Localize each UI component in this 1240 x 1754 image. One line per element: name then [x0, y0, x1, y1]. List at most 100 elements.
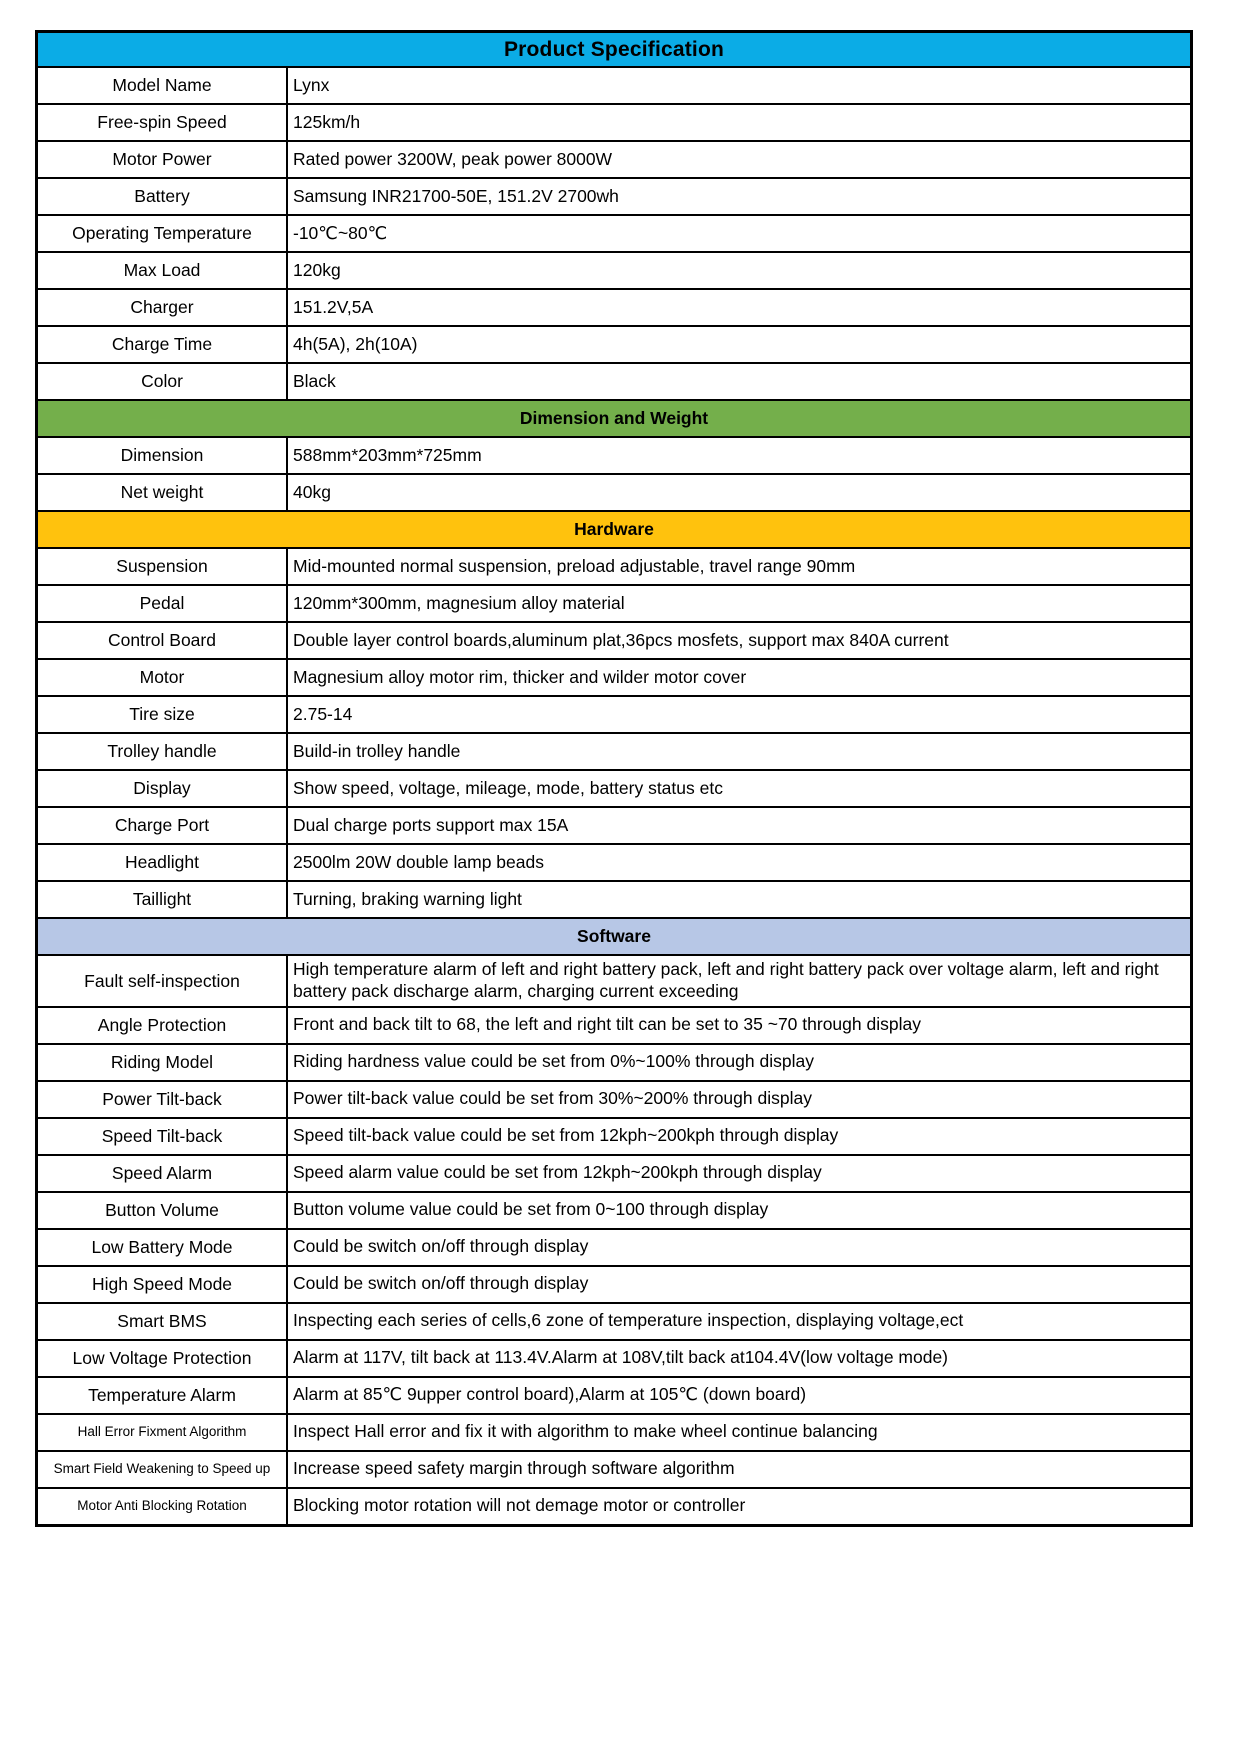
spec-row: Smart BMS Inspecting each series of cells…: [38, 1301, 1190, 1339]
spec-label: Charge Time: [38, 327, 288, 362]
spec-label: Suspension: [38, 549, 288, 584]
spec-row: Max Load 120kg: [38, 251, 1190, 288]
spec-value: 120mm*300mm, magnesium alloy material: [293, 592, 625, 613]
spec-label: Display: [38, 771, 288, 806]
spec-value: -10℃~80℃: [293, 222, 388, 243]
spec-value: Turning, braking warning light: [293, 888, 522, 909]
spec-row: Speed Tilt-back Speed tilt-back value cou…: [38, 1116, 1190, 1154]
spec-row: Smart Field Weakening to Speed up Increas…: [38, 1449, 1190, 1487]
spec-row: Low Battery Mode Could be switch on/off t…: [38, 1227, 1190, 1265]
spec-label: Control Board: [38, 623, 288, 658]
spec-label: Motor Anti Blocking Rotation: [38, 1488, 288, 1524]
spec-value: 4h(5A), 2h(10A): [293, 333, 418, 354]
spec-value: Could be switch on/off through display: [293, 1273, 589, 1294]
spec-value: Speed tilt-back value could be set from …: [293, 1125, 839, 1146]
spec-label: Model Name: [38, 68, 288, 103]
spec-value: 125km/h: [293, 111, 361, 132]
spec-row: Headlight 2500lm 20W double lamp beads: [38, 843, 1190, 880]
spec-row: Button Volume Button volume value could b…: [38, 1190, 1190, 1228]
spec-value: Show speed, voltage, mileage, mode, batt…: [293, 777, 723, 798]
spec-value: Dual charge ports support max 15A: [293, 814, 569, 835]
spec-row: Charge Time 4h(5A), 2h(10A): [38, 325, 1190, 362]
spec-value: Rated power 3200W, peak power 8000W: [293, 148, 613, 169]
spec-label: Fault self-inspection: [38, 956, 288, 1006]
spec-value: Button volume value could be set from 0~…: [293, 1199, 769, 1220]
spec-row: Hall Error Fixment Algorithm Inspect Hall…: [38, 1412, 1190, 1450]
spec-row: Motor Power Rated power 3200W, peak power…: [38, 140, 1190, 177]
spec-label: Smart Field Weakening to Speed up: [38, 1451, 288, 1487]
spec-row: Trolley handle Build-in trolley handle: [38, 732, 1190, 769]
spec-label: High Speed Mode: [38, 1266, 288, 1302]
spec-row: Free-spin Speed 125km/h: [38, 103, 1190, 140]
spec-label: Headlight: [38, 845, 288, 880]
spec-value: Blocking motor rotation will not demage …: [293, 1495, 746, 1516]
spec-row: Power Tilt-back Power tilt-back value cou…: [38, 1079, 1190, 1117]
spec-value: Power tilt-back value could be set from …: [293, 1088, 812, 1109]
spec-row: Taillight Turning, braking warning light: [38, 880, 1190, 917]
spec-value: High temperature alarm of left and right…: [293, 959, 1159, 1001]
spec-row: Model Name Lynx: [38, 66, 1190, 103]
spec-label: Speed Alarm: [38, 1155, 288, 1191]
spec-label: Power Tilt-back: [38, 1081, 288, 1117]
spec-row: Charge Port Dual charge ports support max…: [38, 806, 1190, 843]
spec-label: Motor: [38, 660, 288, 695]
spec-value: Inspect Hall error and fix it with algor…: [293, 1421, 878, 1442]
spec-value: Front and back tilt to 68, the left and …: [293, 1014, 921, 1035]
spec-label: Tire size: [38, 697, 288, 732]
spec-row: Low Voltage Protection Alarm at 117V, til…: [38, 1338, 1190, 1376]
spec-label: Trolley handle: [38, 734, 288, 769]
spec-row: Motor Magnesium alloy motor rim, thicker …: [38, 658, 1190, 695]
spec-label: Riding Model: [38, 1044, 288, 1080]
spec-row: Tire size 2.75-14: [38, 695, 1190, 732]
spec-row: Display Show speed, voltage, mileage, mod…: [38, 769, 1190, 806]
spec-row: High Speed Mode Could be switch on/off th…: [38, 1264, 1190, 1302]
spec-value: Lynx: [293, 74, 330, 95]
section-header-hardware: Hardware: [38, 510, 1190, 547]
spec-label: Button Volume: [38, 1192, 288, 1228]
spec-row: Riding Model Riding hardness value could …: [38, 1042, 1190, 1080]
section-header-software: Software: [38, 917, 1190, 954]
spec-row: Charger 151.2V,5A: [38, 288, 1190, 325]
spec-value: 2500lm 20W double lamp beads: [293, 851, 544, 872]
spec-label: Smart BMS: [38, 1303, 288, 1339]
spec-value: 40kg: [293, 481, 331, 502]
spec-label: Color: [38, 364, 288, 399]
spec-value: 120kg: [293, 259, 341, 280]
spec-label: Dimension: [38, 438, 288, 473]
spec-label: Pedal: [38, 586, 288, 621]
spec-label: Max Load: [38, 253, 288, 288]
spec-label: Angle Protection: [38, 1007, 288, 1043]
spec-value: 2.75-14: [293, 703, 353, 724]
spec-row: Net weight 40kg: [38, 473, 1190, 510]
spec-label: Low Voltage Protection: [38, 1340, 288, 1376]
spec-row: Pedal 120mm*300mm, magnesium alloy materi…: [38, 584, 1190, 621]
spec-label: Taillight: [38, 882, 288, 917]
spec-label: Operating Temperature: [38, 216, 288, 251]
spec-row: Battery Samsung INR21700-50E, 151.2V 2700…: [38, 177, 1190, 214]
spec-label: Motor Power: [38, 142, 288, 177]
spec-label: Speed Tilt-back: [38, 1118, 288, 1154]
section-header-dimension-and-weight: Dimension and Weight: [38, 399, 1190, 436]
spec-row: Operating Temperature -10℃~80℃: [38, 214, 1190, 251]
spec-row: Temperature Alarm Alarm at 85℃ 9upper con…: [38, 1375, 1190, 1413]
spec-row: Suspension Mid-mounted normal suspension,…: [38, 547, 1190, 584]
spec-value: Inspecting each series of cells,6 zone o…: [293, 1310, 964, 1331]
spec-value: Speed alarm value could be set from 12kp…: [293, 1162, 822, 1183]
spec-row: Speed Alarm Speed alarm value could be se…: [38, 1153, 1190, 1191]
spec-value: Build-in trolley handle: [293, 740, 461, 761]
spec-label: Low Battery Mode: [38, 1229, 288, 1265]
spec-value: Alarm at 85℃ 9upper control board),Alarm…: [293, 1384, 807, 1405]
spec-value: Could be switch on/off through display: [293, 1236, 589, 1257]
spec-row: Dimension 588mm*203mm*725mm: [38, 436, 1190, 473]
spec-row: Angle Protection Front and back tilt to 6…: [38, 1005, 1190, 1043]
table-title: Product Specification: [38, 33, 1190, 66]
spec-value: Magnesium alloy motor rim, thicker and w…: [293, 666, 747, 687]
spec-row: Motor Anti Blocking Rotation Blocking mot…: [38, 1486, 1190, 1524]
spec-value: Samsung INR21700-50E, 151.2V 2700wh: [293, 185, 619, 206]
spec-label: Temperature Alarm: [38, 1377, 288, 1413]
spec-label: Hall Error Fixment Algorithm: [38, 1414, 288, 1450]
spec-value: 588mm*203mm*725mm: [293, 444, 482, 465]
spec-value: 151.2V,5A: [293, 296, 374, 317]
spec-value: Black: [293, 370, 336, 391]
spec-label: Charge Port: [38, 808, 288, 843]
